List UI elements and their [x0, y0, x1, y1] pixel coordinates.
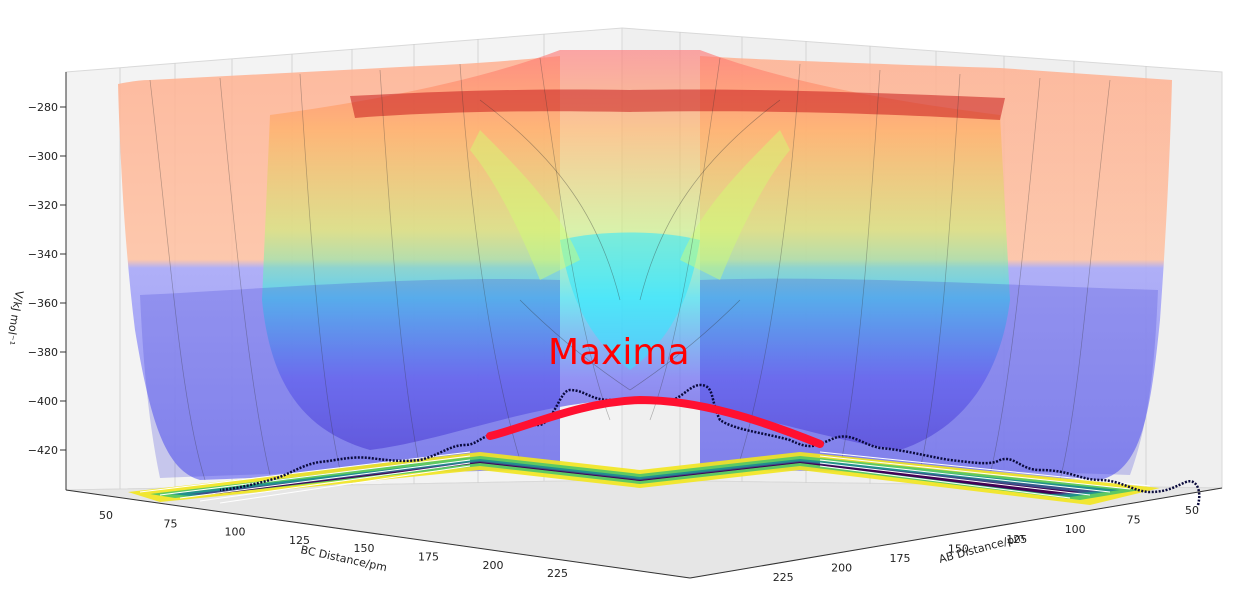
surface — [118, 50, 1172, 481]
z-tick-label: −280 — [28, 101, 58, 114]
floor-contours — [128, 451, 1160, 505]
bc-tick-label: 75 — [164, 517, 178, 530]
surface-dark-band-left — [140, 278, 560, 478]
z-tick-label: −300 — [28, 150, 58, 163]
contour-lines — [139, 451, 1151, 504]
bc-tick-label: 175 — [418, 551, 439, 564]
ab-tick-labels: 50 75 100 125 150 175 200 225 — [773, 504, 1199, 584]
z-tick-label: −360 — [28, 297, 58, 310]
contour-ring-inner — [205, 462, 1080, 494]
z-axis-label: V/kJ mol⁻¹ — [3, 289, 25, 345]
ab-tick-label: 175 — [890, 552, 911, 565]
ab-tick-label: 75 — [1127, 514, 1141, 527]
bc-tick-label: 125 — [289, 534, 310, 547]
bc-tick-label: 150 — [354, 542, 375, 555]
bc-tick-label: 100 — [225, 526, 246, 539]
surface-lime-left — [470, 130, 580, 280]
bc-axis-line — [65, 489, 691, 579]
ab-tick-label: 200 — [831, 562, 852, 575]
z-tick-label: −420 — [28, 444, 58, 457]
bc-tick-label: 225 — [547, 567, 568, 580]
z-tick-label: −400 — [28, 395, 58, 408]
maxima-annotation: Maxima — [548, 332, 690, 373]
surface-dark-band-right — [700, 278, 1158, 475]
ab-tick-label: 50 — [1185, 504, 1199, 517]
z-tick-label: −340 — [28, 248, 58, 261]
axes — [65, 72, 1223, 579]
surface-crest-red — [350, 89, 1005, 120]
bc-axis-label: BC Distance/pm — [299, 543, 388, 574]
surface-contour-arcs — [479, 99, 781, 391]
z-tick-label: −380 — [28, 346, 58, 359]
bc-tick-label: 200 — [483, 559, 504, 572]
maxima-path — [486, 395, 824, 448]
bc-tick-label: 50 — [99, 509, 113, 522]
ab-tick-label: 100 — [1065, 523, 1086, 536]
z-tick-labels: −280 −300 −320 −340 −360 −380 −400 −420 — [28, 101, 66, 457]
surface-cyan-core — [560, 232, 700, 370]
ab-tick-label: 225 — [773, 571, 794, 584]
trajectory-line — [219, 383, 1201, 506]
ab-tick-label: 125 — [1006, 533, 1027, 546]
surface-lime-right — [680, 130, 790, 280]
surface-mesh — [149, 57, 1111, 481]
trajectory-group — [219, 383, 1201, 506]
bc-tick-labels: 50 75 100 125 150 175 200 225 — [99, 509, 568, 580]
z-tick-label: −320 — [28, 199, 58, 212]
ab-axis-line — [689, 487, 1223, 579]
ab-tick-label: 150 — [948, 542, 969, 555]
